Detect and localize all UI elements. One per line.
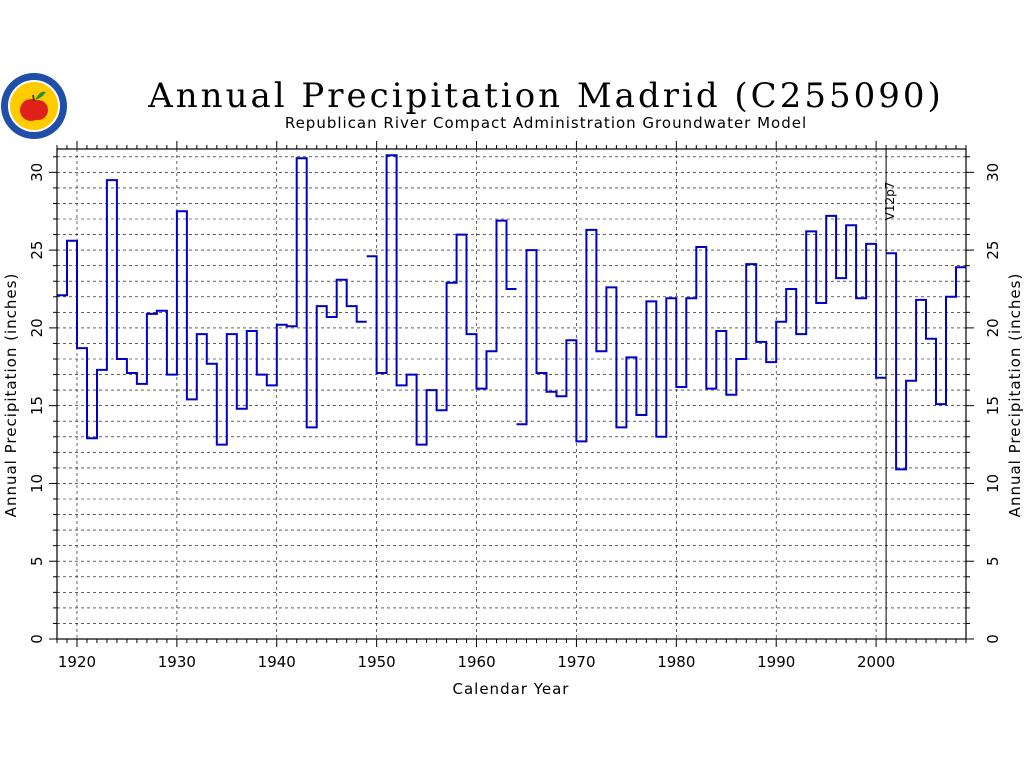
y-tick-label-left: 10: [28, 474, 46, 493]
chart: Annual Precipitation Madrid (C255090) Re…: [0, 0, 1024, 768]
chart-subtitle: Republican River Compact Administration …: [285, 114, 807, 132]
y-tick-label-right: 15: [984, 396, 1002, 415]
y-tick-label-right: 0: [984, 634, 1002, 644]
x-tick-label: 1950: [358, 653, 396, 671]
x-axis-label: Calendar Year: [453, 680, 570, 698]
ticks: 1920 1930 1940 1950 1960 1970 1980 1990 2000 0 0 5 5…: [28, 141, 1002, 671]
y-tick-label-left: 0: [28, 634, 46, 644]
y-tick-label-left: 20: [28, 318, 46, 337]
grid: [57, 149, 966, 639]
y-tick-label-left: 5: [28, 556, 46, 566]
x-tick-label: 1960: [457, 653, 495, 671]
y-tick-label-left: 15: [28, 396, 46, 415]
y-axis-label-left: Annual Precipitation (inches): [2, 273, 20, 518]
series-lines: [57, 155, 966, 469]
y-tick-label-right: 10: [984, 474, 1002, 493]
series-line-0: [57, 158, 367, 444]
x-tick-label: 1980: [657, 653, 695, 671]
annotation-label: V12p7: [883, 182, 897, 221]
y-tick-label-right: 5: [984, 556, 1002, 566]
x-tick-label: 1940: [258, 653, 296, 671]
rrca-logo: [1, 73, 67, 139]
x-tick-label: 1990: [757, 653, 795, 671]
y-axis-label-right: Annual Precipitation (inches): [1006, 273, 1024, 518]
y-tick-label-right: 20: [984, 318, 1002, 337]
y-tick-label-right: 25: [984, 241, 1002, 260]
series-line-1: [367, 155, 517, 444]
y-tick-label-right: 30: [984, 163, 1002, 182]
x-tick-label: 1930: [158, 653, 196, 671]
plot-frame: [57, 149, 966, 639]
series-line-2: [517, 216, 887, 442]
x-tick-label: 2000: [857, 653, 895, 671]
y-tick-label-left: 25: [28, 241, 46, 260]
y-tick-label-left: 30: [28, 163, 46, 182]
annotation: V12p7: [883, 149, 897, 639]
x-tick-label: 1970: [557, 653, 595, 671]
x-tick-label: 1920: [58, 653, 96, 671]
chart-title: Annual Precipitation Madrid (C255090): [147, 76, 944, 116]
